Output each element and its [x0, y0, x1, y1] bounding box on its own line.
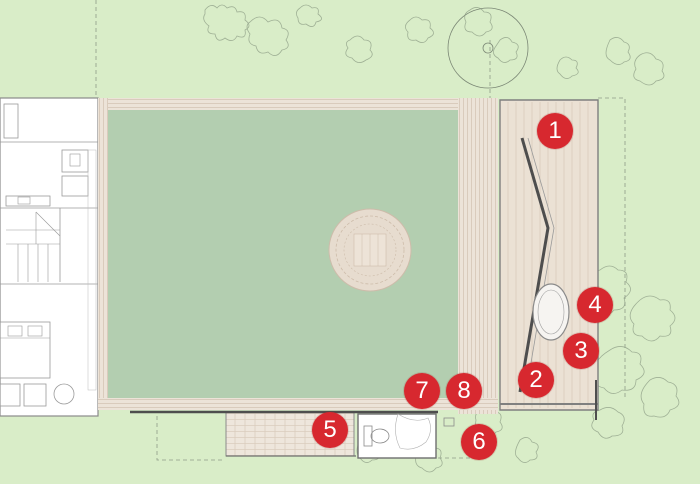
- deck: [499, 99, 599, 420]
- pool-surround: [98, 98, 498, 414]
- marker-1: 1: [537, 113, 573, 149]
- marker-3: 3: [563, 333, 599, 369]
- marker-2: 2: [518, 362, 554, 398]
- circular-feature: [328, 208, 412, 292]
- marker-4: 4: [577, 287, 613, 323]
- marker-8: 8: [446, 373, 482, 409]
- house-plan: [0, 97, 99, 417]
- marker-7: 7: [404, 373, 440, 409]
- marker-5: 5: [312, 412, 348, 448]
- marker-6: 6: [461, 424, 497, 460]
- tree-symbol: [447, 7, 529, 89]
- property-lines: [95, 0, 626, 461]
